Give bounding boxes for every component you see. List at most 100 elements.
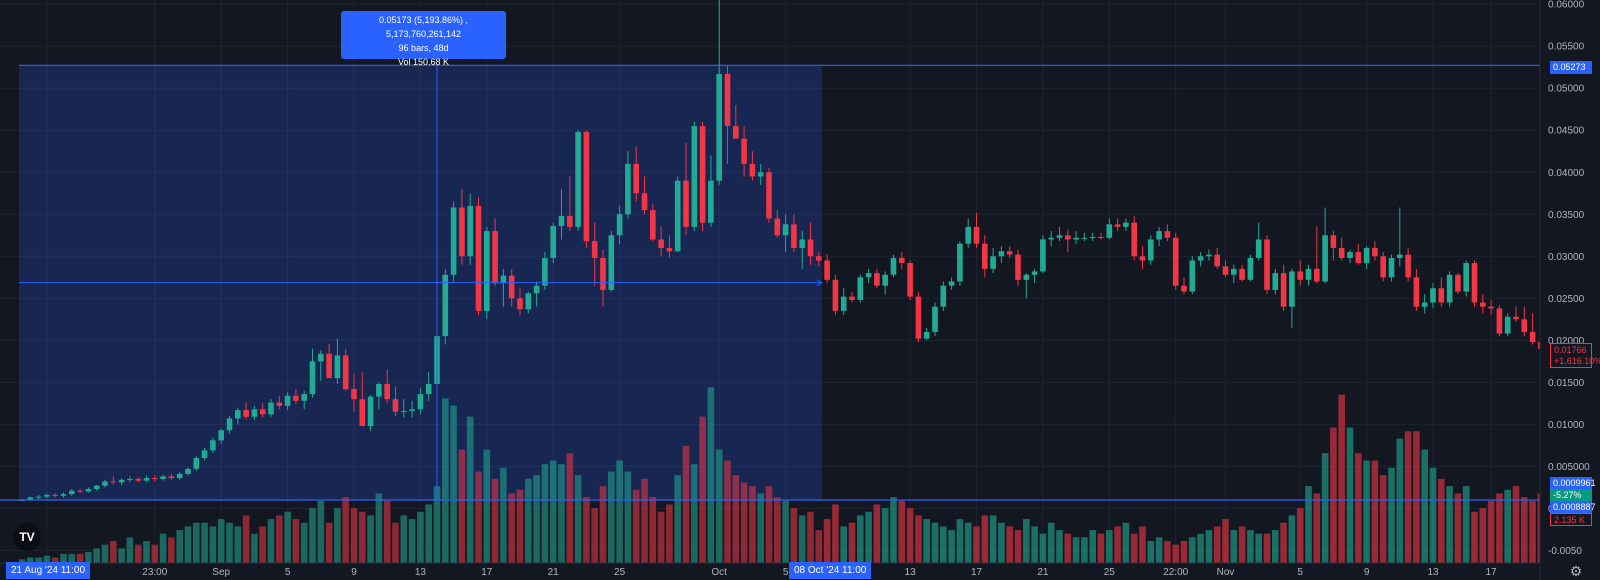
- volume-bar: [632, 489, 640, 563]
- start-date-tag: 21 Aug '24 11:00: [6, 562, 91, 579]
- candle: [1355, 243, 1362, 265]
- candle-body: [757, 172, 764, 177]
- volume-bar: [101, 544, 109, 563]
- candle-body: [52, 494, 58, 496]
- time-tick-label: 25: [1104, 567, 1116, 578]
- volume-bar: [1106, 530, 1113, 563]
- candle: [1139, 246, 1146, 269]
- candle: [915, 291, 922, 343]
- candle: [1421, 294, 1428, 314]
- volume-bar: [1064, 533, 1072, 563]
- candle: [52, 493, 58, 498]
- candle: [500, 268, 507, 307]
- candle: [1380, 252, 1386, 282]
- candle: [1247, 254, 1254, 282]
- measure-lines: [0, 0, 1540, 501]
- candle: [1471, 260, 1478, 307]
- candle-body: [1056, 235, 1063, 238]
- candle: [766, 168, 772, 223]
- volume-bar: [1330, 427, 1337, 563]
- candle: [733, 105, 739, 139]
- candle: [542, 252, 548, 290]
- candle: [1056, 226, 1063, 242]
- candle: [558, 189, 565, 240]
- candle-body: [641, 193, 648, 211]
- candle-body: [1280, 273, 1287, 307]
- time-tick-label: 22:00: [1163, 567, 1188, 578]
- candle: [1305, 264, 1312, 286]
- candle-body: [77, 490, 83, 492]
- candle-body: [1247, 257, 1254, 280]
- volume-bar: [906, 508, 914, 563]
- candle: [1131, 215, 1137, 261]
- candle: [1023, 273, 1030, 299]
- volume-bar: [666, 504, 673, 563]
- volume-bar: [790, 508, 798, 563]
- candle-body: [135, 478, 141, 481]
- volume-bar: [1338, 394, 1345, 563]
- candle: [210, 437, 216, 453]
- candle: [1388, 254, 1395, 282]
- candle-body: [1297, 271, 1303, 280]
- candle: [1455, 273, 1461, 295]
- candle-body: [1123, 222, 1129, 227]
- candle-body: [1073, 237, 1079, 240]
- candle-body: [251, 409, 258, 417]
- volume-bar: [433, 486, 441, 563]
- candle: [442, 268, 449, 345]
- candle: [816, 252, 822, 267]
- price-tick-label: 0.06000: [1548, 0, 1585, 11]
- candle-body: [1322, 235, 1328, 282]
- price-tick-label: 0.005000: [1548, 462, 1590, 473]
- candle-body: [1363, 247, 1370, 264]
- candle-body: [1330, 235, 1337, 248]
- candle: [293, 389, 299, 405]
- price-tick-label: -0.0050: [1548, 546, 1582, 557]
- candle-body: [1156, 231, 1162, 240]
- high-price-tag: 0.05273: [1550, 61, 1592, 74]
- candle-body: [259, 409, 266, 415]
- volume-bar: [807, 511, 814, 563]
- volume-bar: [782, 500, 789, 563]
- candle-body: [791, 224, 797, 248]
- volume-bar: [508, 493, 515, 563]
- volume-bar: [276, 515, 283, 563]
- candle-body: [1048, 237, 1054, 240]
- candle: [1065, 229, 1071, 253]
- candle-body: [102, 481, 108, 486]
- volume-bar: [1487, 500, 1495, 563]
- candle-body: [1065, 235, 1071, 240]
- volume-bar: [118, 548, 125, 563]
- candle: [201, 447, 208, 461]
- candle-body: [1347, 252, 1353, 258]
- candle-body: [342, 355, 349, 390]
- candle: [757, 163, 764, 185]
- volume-bar: [699, 416, 706, 563]
- volume-bar: [1512, 486, 1520, 563]
- volume-bar: [217, 519, 225, 563]
- candle: [226, 415, 233, 434]
- tradingview-logo[interactable]: TV: [13, 523, 41, 551]
- volume-bar: [367, 515, 374, 563]
- candle-body: [1413, 277, 1420, 307]
- candle: [1488, 299, 1494, 316]
- gear-icon[interactable]: ⚙: [1569, 563, 1583, 579]
- candle-body: [608, 235, 615, 290]
- candle: [849, 291, 855, 303]
- candle-body: [367, 396, 374, 427]
- price-tick-label: 0.05500: [1548, 42, 1585, 53]
- volume-bar: [35, 557, 42, 563]
- volume-bar: [267, 519, 275, 563]
- candle-body: [1521, 319, 1528, 332]
- candle: [782, 214, 789, 253]
- candle: [467, 193, 473, 265]
- candle-body: [1471, 263, 1478, 303]
- volume-bar: [1496, 493, 1503, 563]
- candle: [450, 201, 457, 282]
- candle: [35, 494, 42, 500]
- candle-body: [816, 256, 822, 261]
- volume-bars: [18, 387, 1553, 563]
- candle-body: [874, 273, 880, 286]
- volume-bar: [1072, 537, 1080, 563]
